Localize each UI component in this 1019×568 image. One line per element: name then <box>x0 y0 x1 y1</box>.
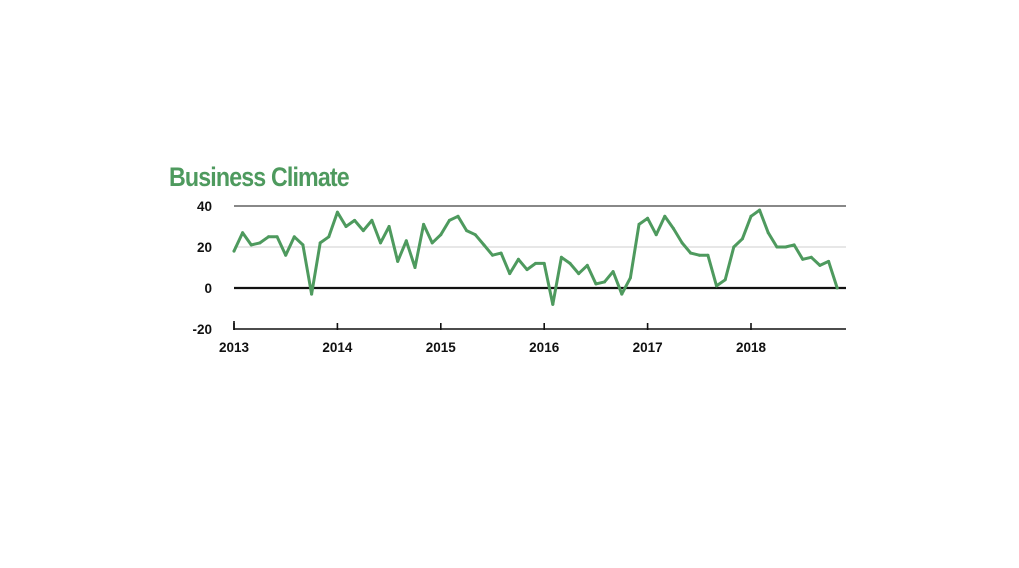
y-tick-label: 40 <box>197 199 212 214</box>
data-point <box>551 302 555 306</box>
data-point <box>335 210 339 214</box>
data-point <box>766 231 770 235</box>
data-point <box>370 218 374 222</box>
data-point <box>508 272 512 276</box>
data-point <box>542 261 546 265</box>
data-point <box>559 255 563 259</box>
y-tick-label: -20 <box>192 322 212 337</box>
data-point <box>697 253 701 257</box>
data-point <box>801 257 805 261</box>
data-point <box>568 261 572 265</box>
data-point <box>706 253 710 257</box>
data-point <box>379 241 382 245</box>
data-point <box>249 243 253 247</box>
data-point <box>689 251 693 255</box>
data-point <box>447 218 451 222</box>
data-point <box>413 266 417 269</box>
data-point <box>611 270 615 274</box>
data-point <box>594 282 598 286</box>
y-tick-label: 20 <box>197 240 212 255</box>
y-tick-labels: 40 20 0 -20 <box>192 199 212 337</box>
data-point <box>577 272 581 276</box>
data-point <box>585 263 589 267</box>
data-point <box>275 235 279 239</box>
data-point <box>715 284 718 288</box>
data-point <box>516 257 520 261</box>
series-line <box>232 208 839 306</box>
data-point <box>430 241 434 245</box>
data-point <box>654 233 658 237</box>
data-point <box>628 276 632 280</box>
data-point <box>284 253 288 257</box>
data-point <box>818 263 822 267</box>
axes <box>233 321 752 330</box>
data-point <box>327 235 331 239</box>
y-tick-label: 0 <box>204 281 212 296</box>
data-point <box>232 249 236 253</box>
data-point <box>672 227 675 231</box>
data-point <box>835 286 839 290</box>
data-point <box>292 235 296 239</box>
data-point <box>637 222 641 226</box>
data-point <box>758 208 762 212</box>
data-point <box>387 225 391 228</box>
data-point <box>439 233 443 237</box>
series-layer <box>232 208 839 306</box>
data-point <box>456 214 460 218</box>
data-point <box>784 245 787 249</box>
data-point <box>344 225 348 228</box>
data-point <box>663 214 667 218</box>
data-point <box>241 231 245 235</box>
data-point <box>267 235 270 239</box>
data-point <box>404 239 408 243</box>
x-tick-labels: 2013 2014 2015 2016 2017 2018 <box>219 340 767 355</box>
data-point <box>465 229 469 233</box>
data-point <box>353 218 357 222</box>
gridlines <box>234 205 846 330</box>
x-tick-label: 2016 <box>529 340 560 355</box>
data-point <box>422 222 426 226</box>
data-point <box>809 255 813 259</box>
data-point <box>749 214 753 218</box>
data-point <box>646 216 650 220</box>
data-point <box>827 259 831 263</box>
x-tick-label: 2018 <box>736 340 767 355</box>
data-point <box>775 245 779 249</box>
data-point <box>723 278 727 282</box>
data-point <box>318 241 322 245</box>
data-point <box>792 243 796 247</box>
data-point <box>740 237 744 241</box>
data-point <box>396 259 400 263</box>
data-point <box>258 241 262 245</box>
chart-title: Business Climate <box>169 162 350 192</box>
data-point <box>301 243 305 247</box>
x-tick-label: 2015 <box>426 340 457 355</box>
data-point <box>620 292 624 296</box>
data-point <box>534 261 538 265</box>
data-point <box>473 233 477 237</box>
x-tick-label: 2014 <box>322 340 353 355</box>
data-point <box>499 251 503 255</box>
data-point <box>732 245 736 249</box>
data-point <box>680 241 684 245</box>
data-point <box>603 280 606 284</box>
data-point <box>482 243 486 247</box>
data-point <box>310 292 314 296</box>
x-tick-label: 2013 <box>219 340 250 355</box>
data-point <box>525 268 529 272</box>
x-tick-label: 2017 <box>633 340 663 355</box>
data-point <box>361 229 365 233</box>
data-point <box>491 253 494 257</box>
